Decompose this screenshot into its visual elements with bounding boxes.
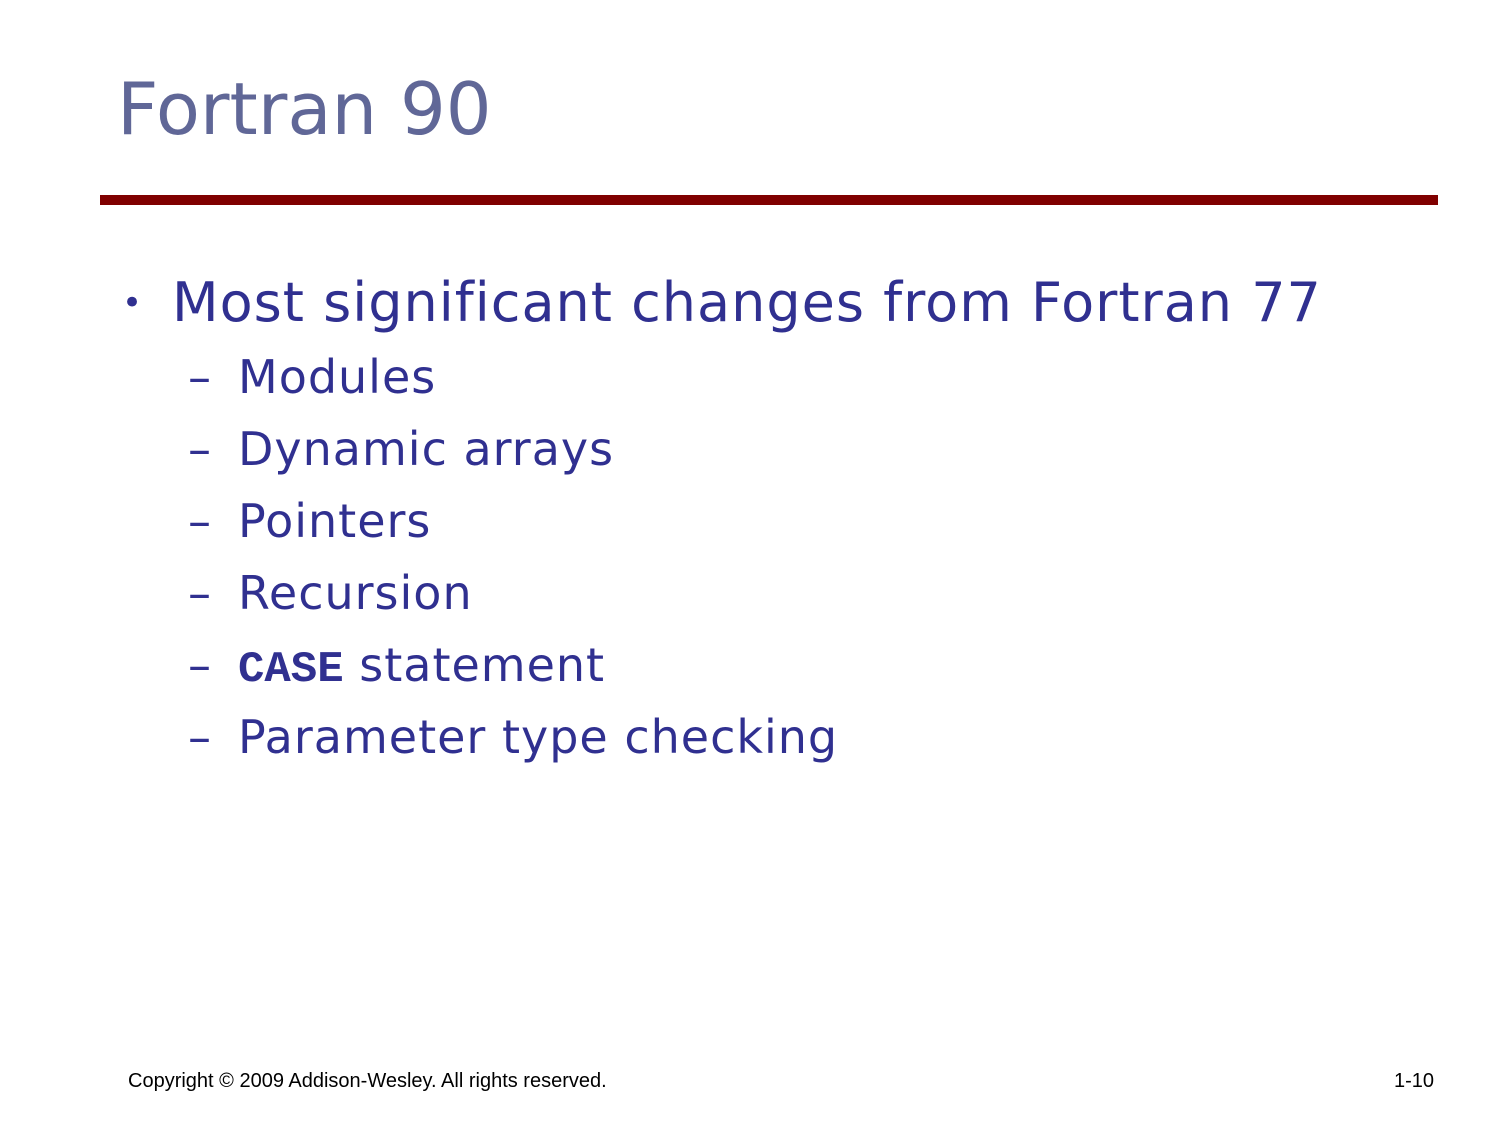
sub-bullet-text: Modules: [238, 350, 437, 404]
dash-marker: –: [188, 494, 211, 548]
title-divider: [100, 195, 1438, 205]
page-number: 1-10: [1393, 1070, 1434, 1092]
dash-marker: –: [188, 710, 211, 764]
sub-bullet-text: Pointers: [238, 494, 432, 548]
sub-bullet-text: Recursion: [238, 566, 473, 620]
slide-title: Fortran 90: [117, 67, 492, 151]
dash-marker: –: [188, 566, 211, 620]
sub-bullet-text: Parameter type checking: [238, 710, 839, 764]
case-statement-text: statement: [343, 638, 606, 692]
footer-copyright: Copyright © 2009 Addison-Wesley. All rig…: [128, 1070, 607, 1092]
sub-bullet-text: Dynamic arrays: [238, 422, 615, 476]
sub-bullet-text: CASE statement: [238, 634, 605, 701]
dash-marker: –: [188, 638, 211, 692]
bullet-marker: •: [122, 283, 143, 323]
main-bullet-text: Most significant changes from Fortran 77: [172, 271, 1322, 334]
dash-marker: –: [188, 422, 211, 476]
dash-marker: –: [188, 350, 211, 404]
case-keyword: CASE: [238, 645, 344, 695]
